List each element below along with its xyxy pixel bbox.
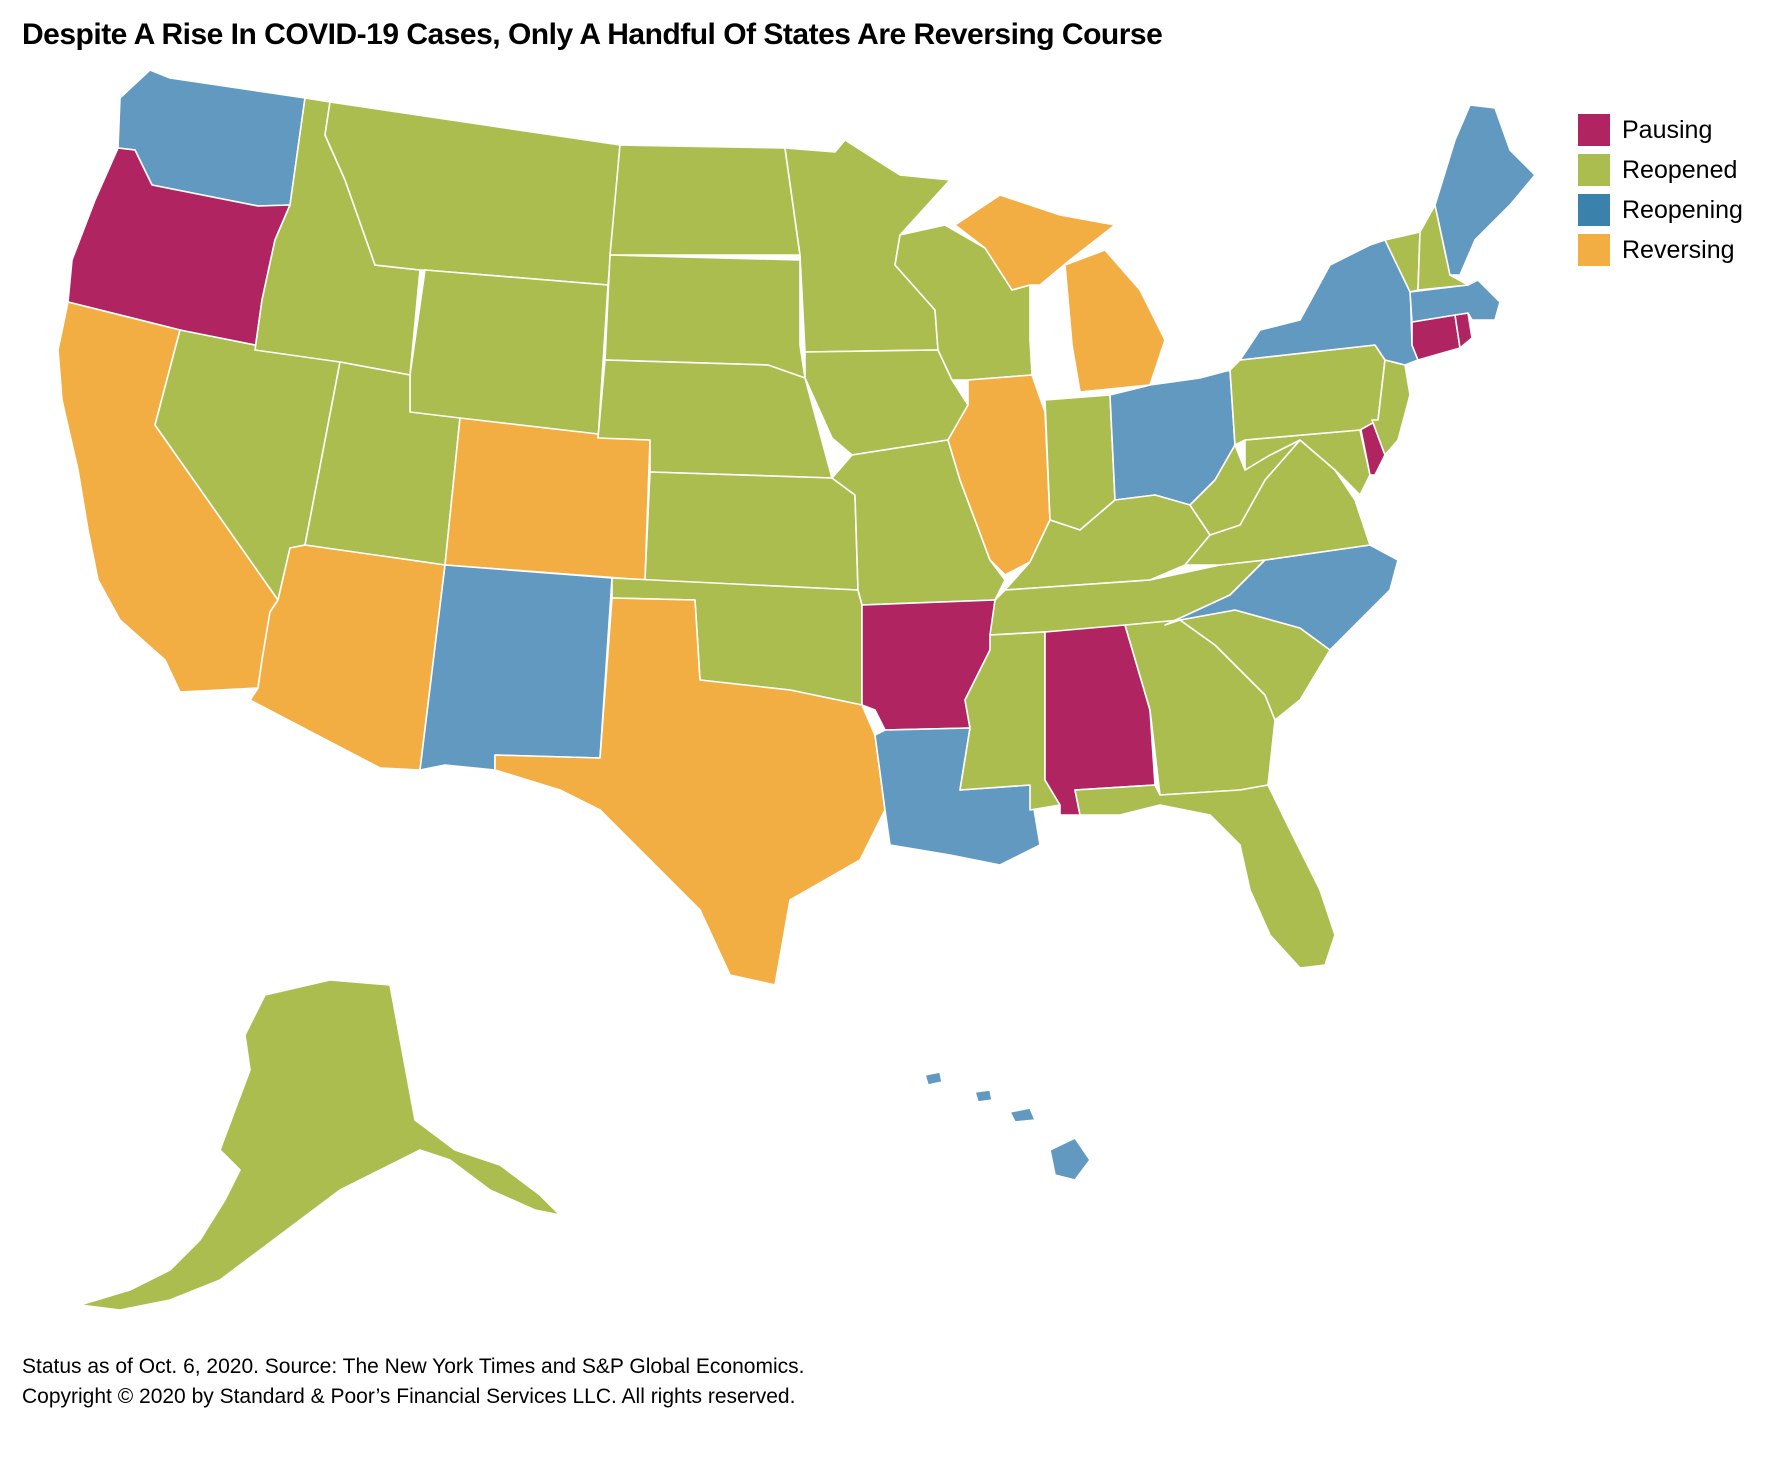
state-nj[interactable]	[1371, 359, 1411, 456]
state-fl[interactable]	[1074, 784, 1336, 969]
state-wy[interactable]	[409, 269, 609, 441]
state-tx[interactable]	[494, 597, 886, 986]
legend-swatch-pausing	[1578, 114, 1610, 146]
legend-swatch-reopened	[1578, 154, 1610, 186]
state-hi[interactable]	[924, 1071, 1091, 1181]
state-co[interactable]	[444, 417, 651, 581]
legend-label-reopened: Reopened	[1622, 155, 1738, 184]
state-me[interactable]	[1434, 104, 1536, 276]
footer-source: Status as of Oct. 6, 2020. Source: The N…	[22, 1355, 805, 1378]
state-ks[interactable]	[644, 471, 859, 591]
legend: Pausing Reopened Reopening Reversing	[1578, 110, 1743, 270]
state-mi[interactable]	[954, 194, 1166, 393]
legend-item-reversing: Reversing	[1578, 230, 1743, 270]
legend-swatch-reversing	[1578, 234, 1610, 266]
state-nd[interactable]	[609, 144, 801, 256]
state-ak[interactable]	[79, 979, 561, 1311]
state-nm[interactable]	[419, 564, 613, 771]
state-ma[interactable]	[1409, 279, 1501, 323]
footer-note: Status as of Oct. 6, 2020. Source: The N…	[22, 1352, 804, 1412]
footer-copyright: Copyright © 2020 by Standard & Poor’s Fi…	[22, 1385, 796, 1408]
legend-item-reopening: Reopening	[1578, 190, 1743, 230]
legend-item-pausing: Pausing	[1578, 110, 1743, 150]
state-sd[interactable]	[604, 254, 806, 379]
state-ct[interactable]	[1411, 314, 1461, 361]
map-title: Despite A Rise In COVID-19 Cases, Only A…	[22, 18, 1163, 51]
state-nc[interactable]	[1164, 544, 1399, 651]
state-shapes	[57, 69, 1536, 1311]
state-ia[interactable]	[804, 349, 969, 456]
legend-label-reversing: Reversing	[1622, 235, 1735, 264]
legend-label-reopening: Reopening	[1622, 195, 1743, 224]
legend-label-pausing: Pausing	[1622, 115, 1713, 144]
legend-item-reopened: Reopened	[1578, 150, 1743, 190]
us-state-map	[57, 69, 1536, 1311]
state-il[interactable]	[947, 374, 1051, 576]
legend-swatch-reopening	[1578, 194, 1610, 226]
state-nh[interactable]	[1417, 204, 1469, 291]
state-ny[interactable]	[1239, 239, 1419, 366]
